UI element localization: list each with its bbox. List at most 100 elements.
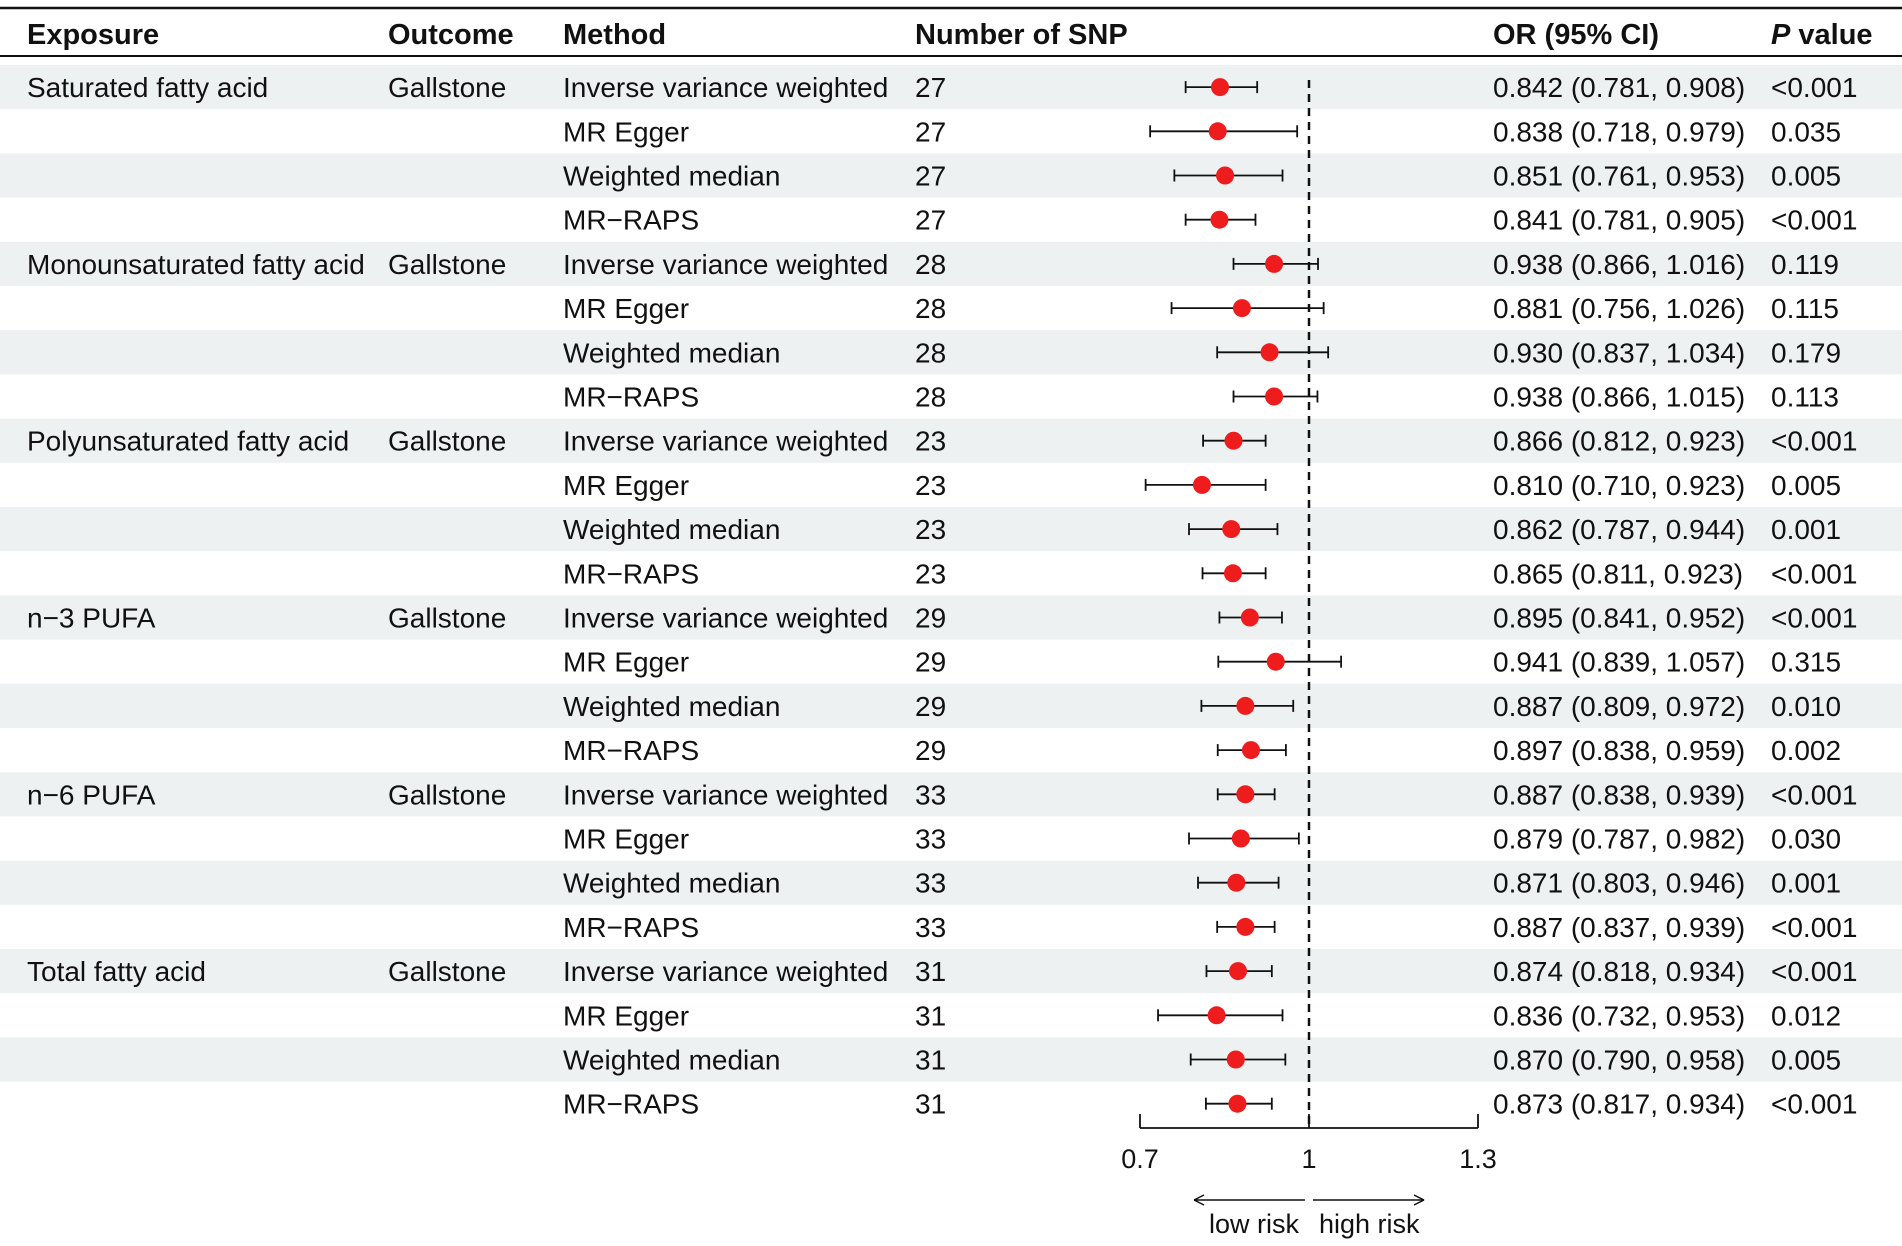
header-outcome: Outcome bbox=[388, 19, 514, 51]
outcome-cell: Gallstone bbox=[388, 72, 506, 103]
table-row: Weighted median 31 0.870 (0.790, 0.958) 0.0… bbox=[563, 1045, 1841, 1076]
p-value-cell: 0.119 bbox=[1771, 249, 1839, 280]
or-point bbox=[1222, 520, 1241, 539]
p-value-cell: 0.001 bbox=[1771, 868, 1841, 899]
or-ci-cell: 0.841 (0.781, 0.905) bbox=[1493, 205, 1745, 236]
p-value-cell: 0.012 bbox=[1771, 1000, 1841, 1031]
method-cell: MR Egger bbox=[563, 293, 689, 324]
method-cell: Inverse variance weighted bbox=[563, 956, 888, 987]
or-ci-cell: 0.866 (0.812, 0.923) bbox=[1493, 426, 1745, 457]
method-cell: Inverse variance weighted bbox=[563, 779, 888, 810]
table-row: MR Egger 33 0.879 (0.787, 0.982) 0.030 bbox=[563, 824, 1841, 855]
exposure-cell: n−3 PUFA bbox=[27, 603, 156, 634]
table-row: n−3 PUFA Gallstone Inverse variance weight… bbox=[27, 603, 1857, 634]
low-risk-label: low risk bbox=[1209, 1209, 1300, 1239]
row-stripe bbox=[0, 1037, 1902, 1082]
or-point bbox=[1229, 962, 1248, 981]
or-point bbox=[1236, 917, 1255, 936]
or-point bbox=[1192, 475, 1211, 494]
or-ci-cell: 0.870 (0.790, 0.958) bbox=[1493, 1045, 1745, 1076]
table-row: MR−RAPS 23 0.865 (0.811, 0.923) <0.001 bbox=[563, 558, 1857, 589]
row-stripes bbox=[0, 65, 1902, 1082]
header-or-ci: OR (95% CI) bbox=[1493, 19, 1659, 51]
exposure-cell: Saturated fatty acid bbox=[27, 72, 268, 103]
table-row: Total fatty acid Gallstone Inverse varianc… bbox=[27, 956, 1857, 987]
p-value-cell: 0.001 bbox=[1771, 514, 1841, 545]
snp-count-cell: 33 bbox=[915, 824, 946, 855]
snp-count-cell: 27 bbox=[915, 161, 946, 192]
or-point bbox=[1231, 829, 1250, 848]
or-ci-cell: 0.842 (0.781, 0.908) bbox=[1493, 72, 1745, 103]
header-method: Method bbox=[563, 19, 666, 51]
exposure-cell: Monounsaturated fatty acid bbox=[27, 249, 365, 280]
outcome-cell: Gallstone bbox=[388, 603, 506, 634]
or-ci-cell: 0.838 (0.718, 0.979) bbox=[1493, 116, 1745, 147]
snp-count-cell: 27 bbox=[915, 72, 946, 103]
p-value-cell: <0.001 bbox=[1771, 72, 1857, 103]
or-point bbox=[1265, 254, 1284, 273]
x-tick-label: 1.3 bbox=[1459, 1144, 1497, 1174]
or-point bbox=[1241, 741, 1260, 760]
p-value-cell: <0.001 bbox=[1771, 912, 1857, 943]
snp-count-cell: 28 bbox=[915, 293, 946, 324]
x-tick-label: 0.7 bbox=[1121, 1144, 1159, 1174]
header-exposure: Exposure bbox=[27, 19, 159, 51]
or-point bbox=[1228, 1094, 1247, 1113]
row-stripe bbox=[0, 153, 1902, 198]
p-value-cell: <0.001 bbox=[1771, 603, 1857, 634]
method-cell: Inverse variance weighted bbox=[563, 72, 888, 103]
row-stripe bbox=[0, 683, 1902, 728]
forest-plot-area bbox=[1144, 78, 1343, 1128]
or-point bbox=[1223, 564, 1242, 583]
or-ci-cell: 0.862 (0.787, 0.944) bbox=[1493, 514, 1745, 545]
row-stripe bbox=[0, 860, 1902, 905]
method-cell: MR−RAPS bbox=[563, 205, 699, 236]
outcome-cell: Gallstone bbox=[388, 249, 506, 280]
method-cell: MR−RAPS bbox=[563, 912, 699, 943]
p-value-cell: 0.315 bbox=[1771, 647, 1841, 678]
or-ci-cell: 0.938 (0.866, 1.016) bbox=[1493, 249, 1745, 280]
snp-count-cell: 29 bbox=[915, 691, 946, 722]
table-row: MR Egger 31 0.836 (0.732, 0.953) 0.012 bbox=[563, 1000, 1841, 1031]
or-point bbox=[1260, 343, 1279, 362]
snp-count-cell: 27 bbox=[915, 116, 946, 147]
snp-count-cell: 31 bbox=[915, 1000, 946, 1031]
x-tick-label: 1 bbox=[1301, 1144, 1316, 1174]
table-row: Weighted median 28 0.930 (0.837, 1.034) 0.1… bbox=[563, 337, 1841, 368]
table-row: Monounsaturated fatty acid Gallstone Inver… bbox=[27, 249, 1839, 280]
table-row: MR Egger 29 0.941 (0.839, 1.057) 0.315 bbox=[563, 647, 1841, 678]
or-point bbox=[1224, 431, 1243, 450]
snp-count-cell: 23 bbox=[915, 470, 946, 501]
table-row: MR Egger 27 0.838 (0.718, 0.979) 0.035 bbox=[563, 116, 1841, 147]
snp-count-cell: 29 bbox=[915, 735, 946, 766]
snp-count-cell: 28 bbox=[915, 249, 946, 280]
header-number-of-snp: Number of SNP bbox=[915, 19, 1128, 51]
or-ci-cell: 0.873 (0.817, 0.934) bbox=[1493, 1089, 1745, 1120]
table-row: Weighted median 33 0.871 (0.803, 0.946) 0.0… bbox=[563, 868, 1841, 899]
table-row: MR Egger 23 0.810 (0.710, 0.923) 0.005 bbox=[563, 470, 1841, 501]
table-header: Exposure Outcome Method Number of SNP OR… bbox=[27, 19, 1873, 51]
row-stripe bbox=[0, 949, 1902, 994]
snp-count-cell: 23 bbox=[915, 514, 946, 545]
method-cell: Weighted median bbox=[563, 868, 780, 899]
p-value-cell: <0.001 bbox=[1771, 1089, 1857, 1120]
method-cell: MR Egger bbox=[563, 824, 689, 855]
snp-count-cell: 31 bbox=[915, 956, 946, 987]
outcome-cell: Gallstone bbox=[388, 956, 506, 987]
or-point bbox=[1216, 166, 1235, 185]
snp-count-cell: 23 bbox=[915, 558, 946, 589]
or-ci-cell: 0.865 (0.811, 0.923) bbox=[1493, 558, 1743, 589]
header-p-italic: P bbox=[1771, 19, 1791, 51]
or-ci-cell: 0.871 (0.803, 0.946) bbox=[1493, 868, 1745, 899]
table-row: Weighted median 29 0.887 (0.809, 0.972) 0.0… bbox=[563, 691, 1841, 722]
or-point bbox=[1266, 652, 1285, 671]
p-value-cell: <0.001 bbox=[1771, 426, 1857, 457]
row-stripe bbox=[0, 418, 1902, 463]
or-point bbox=[1236, 696, 1255, 715]
or-ci-cell: 0.810 (0.710, 0.923) bbox=[1493, 470, 1745, 501]
row-stripe bbox=[0, 507, 1902, 552]
snp-count-cell: 33 bbox=[915, 912, 946, 943]
method-cell: MR Egger bbox=[563, 1000, 689, 1031]
table-row: n−6 PUFA Gallstone Inverse variance weight… bbox=[27, 779, 1857, 810]
